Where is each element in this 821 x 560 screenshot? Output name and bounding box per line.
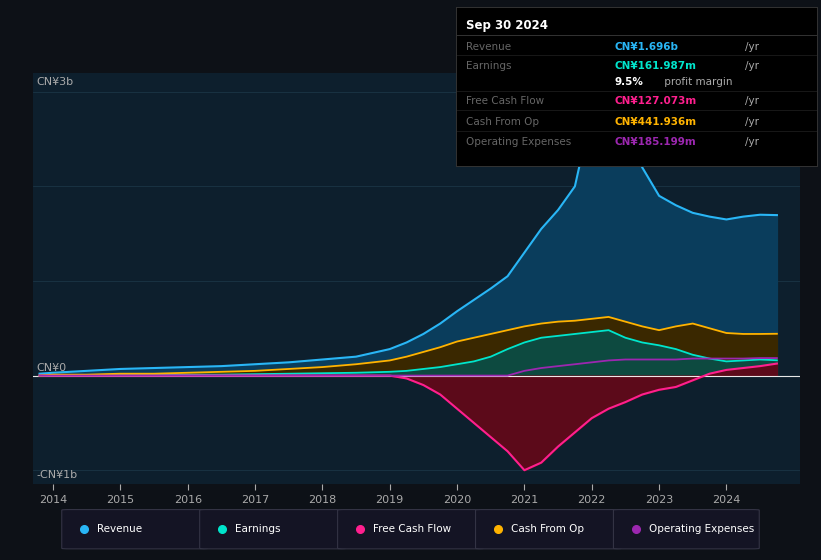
FancyBboxPatch shape	[62, 510, 208, 549]
Text: CN¥441.936m: CN¥441.936m	[615, 116, 697, 127]
Text: /yr: /yr	[745, 61, 759, 71]
Text: Sep 30 2024: Sep 30 2024	[466, 20, 548, 32]
Text: Revenue: Revenue	[466, 41, 511, 52]
FancyBboxPatch shape	[337, 510, 484, 549]
Text: profit margin: profit margin	[661, 77, 732, 87]
Text: -CN¥1b: -CN¥1b	[36, 470, 77, 480]
Text: Cash From Op: Cash From Op	[466, 116, 539, 127]
Text: CN¥161.987m: CN¥161.987m	[615, 61, 696, 71]
Text: CN¥127.073m: CN¥127.073m	[615, 96, 697, 106]
Text: Free Cash Flow: Free Cash Flow	[466, 96, 544, 106]
Text: CN¥3b: CN¥3b	[36, 77, 73, 87]
Text: Earnings: Earnings	[235, 524, 281, 534]
Text: /yr: /yr	[745, 137, 759, 147]
Text: Revenue: Revenue	[97, 524, 142, 534]
FancyBboxPatch shape	[475, 510, 621, 549]
Text: CN¥185.199m: CN¥185.199m	[615, 137, 696, 147]
FancyBboxPatch shape	[613, 510, 759, 549]
Text: Earnings: Earnings	[466, 61, 512, 71]
Text: /yr: /yr	[745, 116, 759, 127]
FancyBboxPatch shape	[200, 510, 346, 549]
Text: Cash From Op: Cash From Op	[511, 524, 584, 534]
Text: CN¥1.696b: CN¥1.696b	[615, 41, 679, 52]
Text: Free Cash Flow: Free Cash Flow	[373, 524, 452, 534]
Text: Operating Expenses: Operating Expenses	[649, 524, 754, 534]
Text: Operating Expenses: Operating Expenses	[466, 137, 571, 147]
Text: /yr: /yr	[745, 96, 759, 106]
Text: CN¥0: CN¥0	[36, 363, 67, 373]
Text: /yr: /yr	[745, 41, 759, 52]
Text: 9.5%: 9.5%	[615, 77, 644, 87]
